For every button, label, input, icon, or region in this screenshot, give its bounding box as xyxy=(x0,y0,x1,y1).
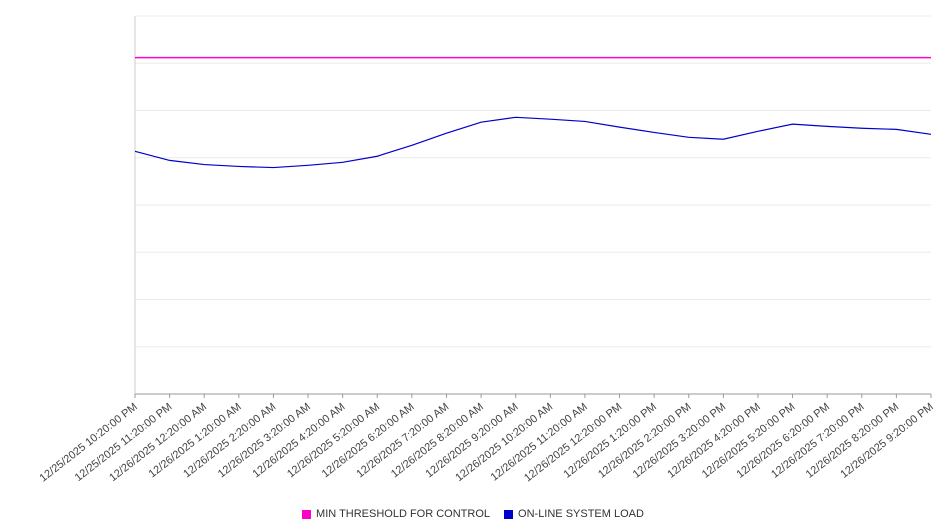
legend-swatch-system-load xyxy=(504,509,514,519)
legend-label-system-load: ON-LINE SYSTEM LOAD xyxy=(518,508,644,520)
legend-item-system-load[interactable]: ON-LINE SYSTEM LOAD xyxy=(504,508,644,520)
system-load-line xyxy=(134,116,932,169)
legend-label-min-threshold: MIN THRESHOLD FOR CONTROL xyxy=(316,508,491,520)
chart-legend: MIN THRESHOLD FOR CONTROL ON-LINE SYSTEM… xyxy=(0,508,946,520)
legend-item-min-threshold[interactable]: MIN THRESHOLD FOR CONTROL xyxy=(302,508,490,520)
legend-swatch-min-threshold xyxy=(302,509,312,519)
